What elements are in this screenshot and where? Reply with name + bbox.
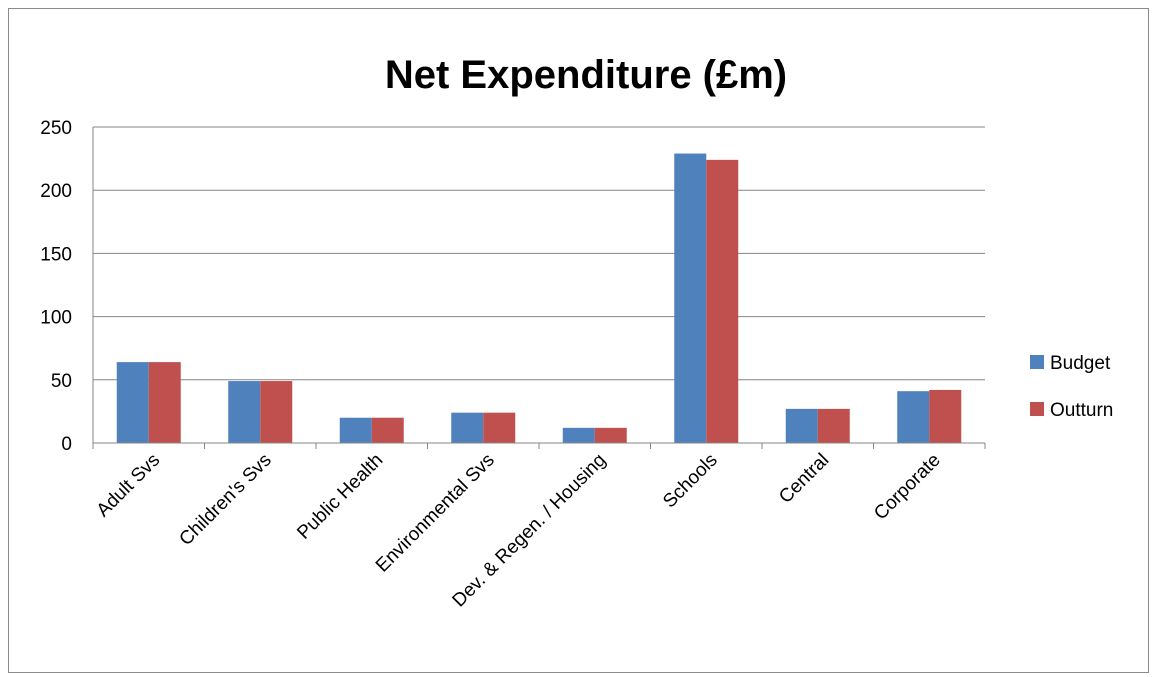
bar-budget: [897, 391, 930, 443]
bar-outturn: [929, 389, 962, 443]
y-tick-label: 50: [51, 371, 72, 392]
chart-title: Net Expenditure (£m): [385, 53, 787, 97]
bar-budget: [339, 417, 372, 443]
y-axis-ticks: 0 50 100 150 200 250: [40, 118, 72, 455]
y-tick-label: 250: [40, 118, 72, 139]
x-category-label: Central: [775, 450, 833, 508]
x-category-label: Environmental Svs: [372, 450, 499, 577]
bar-outturn: [706, 159, 739, 443]
bar-outturn: [483, 412, 516, 443]
bar-budget: [562, 427, 595, 443]
bar-outturn: [148, 362, 181, 443]
bar-budget: [116, 362, 149, 443]
bar-outturn: [594, 427, 627, 443]
bar-budget: [785, 408, 818, 443]
y-tick-label: 150: [40, 244, 72, 265]
gridlines: [93, 126, 985, 381]
legend-swatch-budget: [1030, 355, 1044, 369]
bar-budget: [228, 381, 261, 443]
legend-label: Outturn: [1050, 400, 1113, 421]
x-category-label: Corporate: [870, 450, 945, 525]
y-tick-label: 0: [61, 434, 72, 455]
chart-frame: [8, 8, 1149, 673]
bar-outturn: [260, 381, 293, 443]
y-tick-label: 100: [40, 308, 72, 329]
bar-budget: [674, 153, 707, 443]
legend: Budget Outturn: [1030, 353, 1113, 421]
legend-label: Budget: [1050, 353, 1111, 374]
x-category-label: Schools: [659, 450, 722, 513]
x-category-label: Adult Svs: [93, 450, 165, 522]
x-category-label: Public Health: [293, 450, 387, 544]
y-tick-label: 200: [40, 181, 72, 202]
bars: [116, 153, 962, 443]
x-axis-labels: Adult Svs Children's Svs Public HealthEnvi…: [93, 450, 945, 612]
x-category-label: Children's Svs: [175, 450, 275, 550]
legend-swatch-outturn: [1030, 402, 1044, 416]
bar-outturn: [817, 408, 850, 443]
bar-budget: [451, 412, 484, 443]
bar-outturn: [371, 417, 404, 443]
x-axis: [92, 127, 986, 449]
